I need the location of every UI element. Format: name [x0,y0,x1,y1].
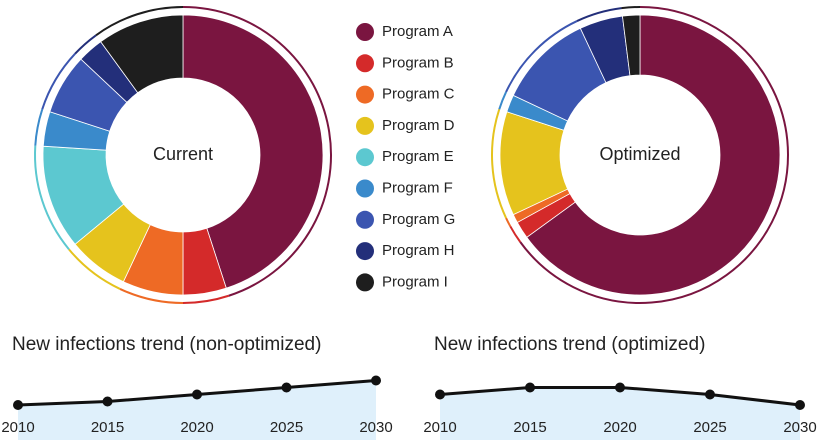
trend-point [371,375,381,386]
legend-swatch [356,242,374,261]
trend-point [13,400,23,410]
trend-point [281,382,292,393]
legend-label: Program B [382,54,454,71]
outer-ring-arc [576,7,622,22]
outer-ring-arc [182,6,332,297]
chart-title: New infections trend (non-optimized) [12,334,321,355]
outer-ring-arc [505,20,578,93]
x-tick-label: 2015 [513,419,546,436]
trend-area [18,380,376,440]
x-tick-label: 2025 [270,419,303,436]
legend-label: Program A [382,23,453,40]
legend-label: Program G [382,211,455,228]
x-tick-label: 2020 [180,419,213,436]
x-tick-label: 2020 [603,419,636,436]
trend-point [102,396,113,407]
trend-point [705,389,715,400]
x-tick-label: 2030 [783,419,816,436]
x-tick-label: 2030 [359,419,392,436]
trend-point [525,382,535,393]
outer-ring-arc [509,225,522,243]
outer-ring-arc [519,6,789,304]
outer-ring-arc [491,108,507,219]
outer-ring-arc [498,91,507,110]
x-tick-label: 2025 [693,419,726,436]
outer-ring-arc [41,53,76,110]
donut-segment [100,14,184,94]
trend-point [435,389,445,400]
legend-label: Program C [382,86,455,103]
outer-ring-arc [74,34,97,55]
trend-point [795,400,805,410]
donut-center-label: Current [153,144,213,164]
donut-center-label: Optimized [599,144,680,164]
legend-swatch [356,54,374,73]
legend-swatch [356,148,374,167]
chart-title: New infections trend (optimized) [434,334,705,355]
outer-ring-arc [95,6,184,37]
legend-label: Program D [382,117,455,134]
outer-ring-arc [505,217,512,227]
outer-ring-arc [621,6,641,10]
legend-swatch [356,210,374,229]
outer-ring-arc [34,108,44,146]
outer-ring-arc [34,145,70,250]
outer-ring-arc [119,288,184,304]
legend-swatch [356,179,374,198]
legend-swatch [356,273,374,292]
x-tick-label: 2010 [423,419,456,436]
legend-label: Program I [382,273,448,290]
trend-point [192,389,202,400]
legend-label: Program H [382,242,455,259]
x-tick-label: 2010 [1,419,34,436]
trend-area [440,387,800,440]
legend-swatch [356,85,374,104]
outer-ring-arc [182,294,230,304]
legend-label: Program F [382,179,453,196]
legend-label: Program E [382,148,454,165]
x-tick-label: 2015 [91,419,124,436]
outer-ring-arc [68,248,121,290]
legend-swatch [356,116,374,135]
donut-segment [622,14,641,77]
donut-segment [182,14,324,289]
trend-point [615,382,625,393]
legend-swatch [356,23,374,41]
donut-segment [526,14,781,296]
